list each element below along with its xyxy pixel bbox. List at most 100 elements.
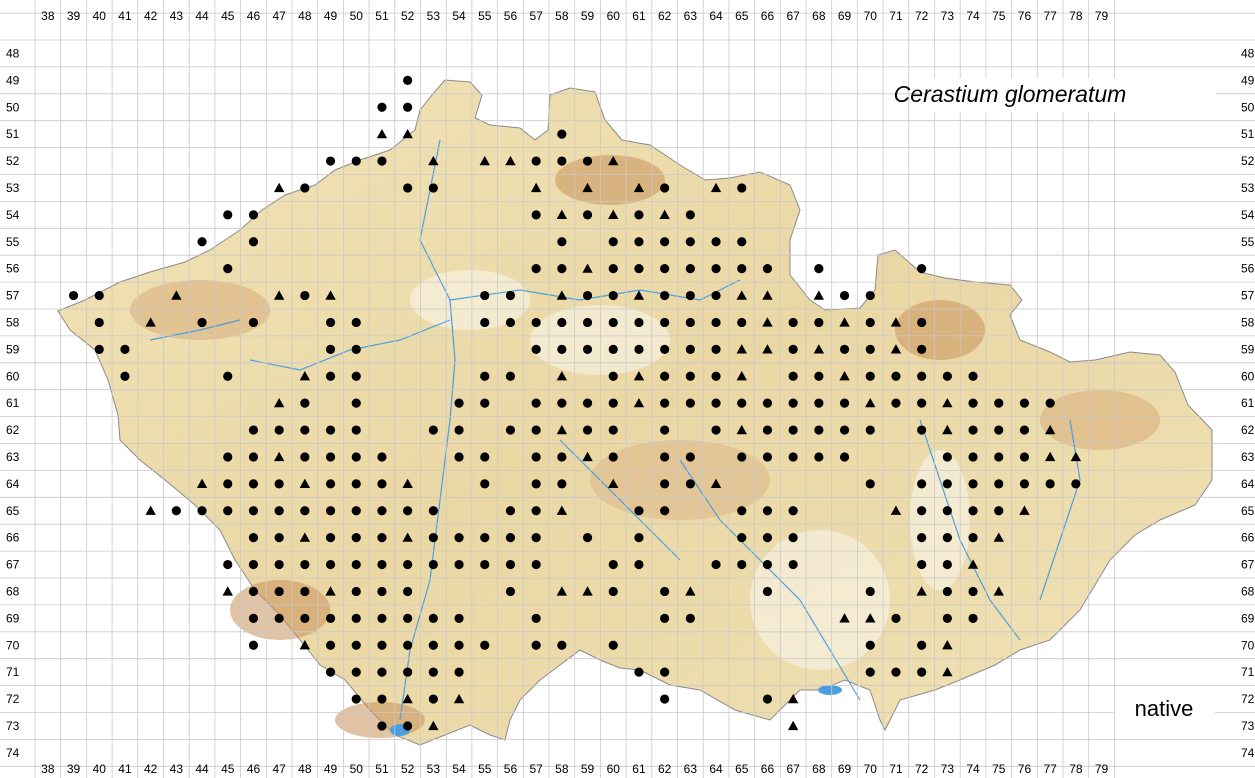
record-dot [531,425,541,435]
column-label: 65 [735,762,749,776]
record-dot [454,613,464,623]
column-label: 40 [93,9,107,23]
record-triangle [762,290,773,300]
record-dot [197,506,207,516]
record-dot [685,371,695,381]
record-dot [403,667,413,677]
row-label: 54 [1241,208,1255,222]
row-label: 59 [6,342,20,356]
record-dot [968,425,978,435]
record-triangle [145,317,156,327]
record-dot [634,237,644,247]
column-label: 76 [1018,9,1032,23]
record-dot [557,640,567,650]
record-dot [480,398,490,408]
record-dot [608,371,618,381]
column-label: 56 [504,762,518,776]
record-dot [737,506,747,516]
record-dot [171,506,181,516]
column-label: 78 [1069,762,1083,776]
record-dot [711,290,721,301]
row-label: 53 [6,181,20,195]
record-triangle [839,317,850,327]
record-dot [788,398,798,408]
record-dot [223,506,233,516]
record-dot [531,613,541,623]
record-dot [737,264,747,274]
record-dot [505,371,516,381]
record-dot [685,452,695,462]
record-dot [788,371,798,381]
record-dot [223,559,233,570]
column-label: 74 [966,9,980,23]
record-dot [737,183,747,193]
record-dot [428,506,438,516]
record-dot [762,586,773,597]
record-dot [608,586,618,597]
record-dot [531,344,541,354]
title-backdrop [928,78,1216,112]
record-triangle [890,505,902,515]
column-label: 48 [298,9,312,23]
record-dot [403,75,413,85]
column-label: 54 [452,9,466,23]
lake-nove-mlyny [818,685,842,695]
record-dot [454,640,464,650]
row-label: 70 [1241,638,1255,652]
column-label: 42 [144,762,158,776]
record-dot [762,506,773,516]
record-dot [711,237,721,247]
row-label: 73 [1241,719,1255,733]
record-dot [685,237,695,247]
record-dot [300,398,310,408]
record-dot [608,344,618,354]
record-dot [917,667,927,677]
column-label: 69 [838,9,852,23]
record-dot [531,479,541,489]
row-label: 58 [6,315,20,329]
record-triangle [402,128,413,139]
column-label: 77 [1043,9,1057,23]
status-backdrop [1115,690,1215,724]
record-dot [325,506,336,516]
column-label: 55 [478,762,492,776]
record-dot [1019,425,1030,435]
record-triangle [710,182,722,193]
row-label: 71 [1241,665,1255,679]
record-dot [274,586,284,597]
record-dot [325,425,336,435]
record-dot [917,425,927,435]
column-label: 55 [478,9,492,23]
row-label: 56 [1241,262,1255,276]
occurrence-markers [68,75,1082,731]
record-dot [351,371,361,381]
record-dot [531,156,541,166]
record-dot [917,371,927,381]
record-dot [685,398,695,408]
column-label: 52 [401,9,415,23]
record-dot [891,371,901,381]
row-label: 58 [1241,315,1255,329]
record-dot [557,452,567,462]
column-label: 67 [786,9,800,23]
record-dot [274,533,284,543]
record-triangle [608,155,619,166]
record-dot [660,667,670,677]
record-dot [300,290,310,301]
record-dot [839,452,850,462]
column-label: 47 [272,9,286,23]
record-dot [351,533,361,543]
species-title: Cerastium glomeratum [894,81,1127,107]
row-label: 69 [1241,611,1255,625]
record-dot [711,371,721,381]
column-label: 63 [684,762,698,776]
row-labels-right: 48 49 50 51 52 53 54 55 56 57 58 59 60 61 62 63 64 65 66 67… [1241,46,1255,759]
column-label: 63 [684,9,698,23]
record-dot [839,398,850,408]
row-label: 55 [6,235,20,249]
record-dot [531,452,541,462]
record-dot [377,640,387,650]
row-label: 50 [6,100,20,114]
row-label: 65 [6,504,20,518]
